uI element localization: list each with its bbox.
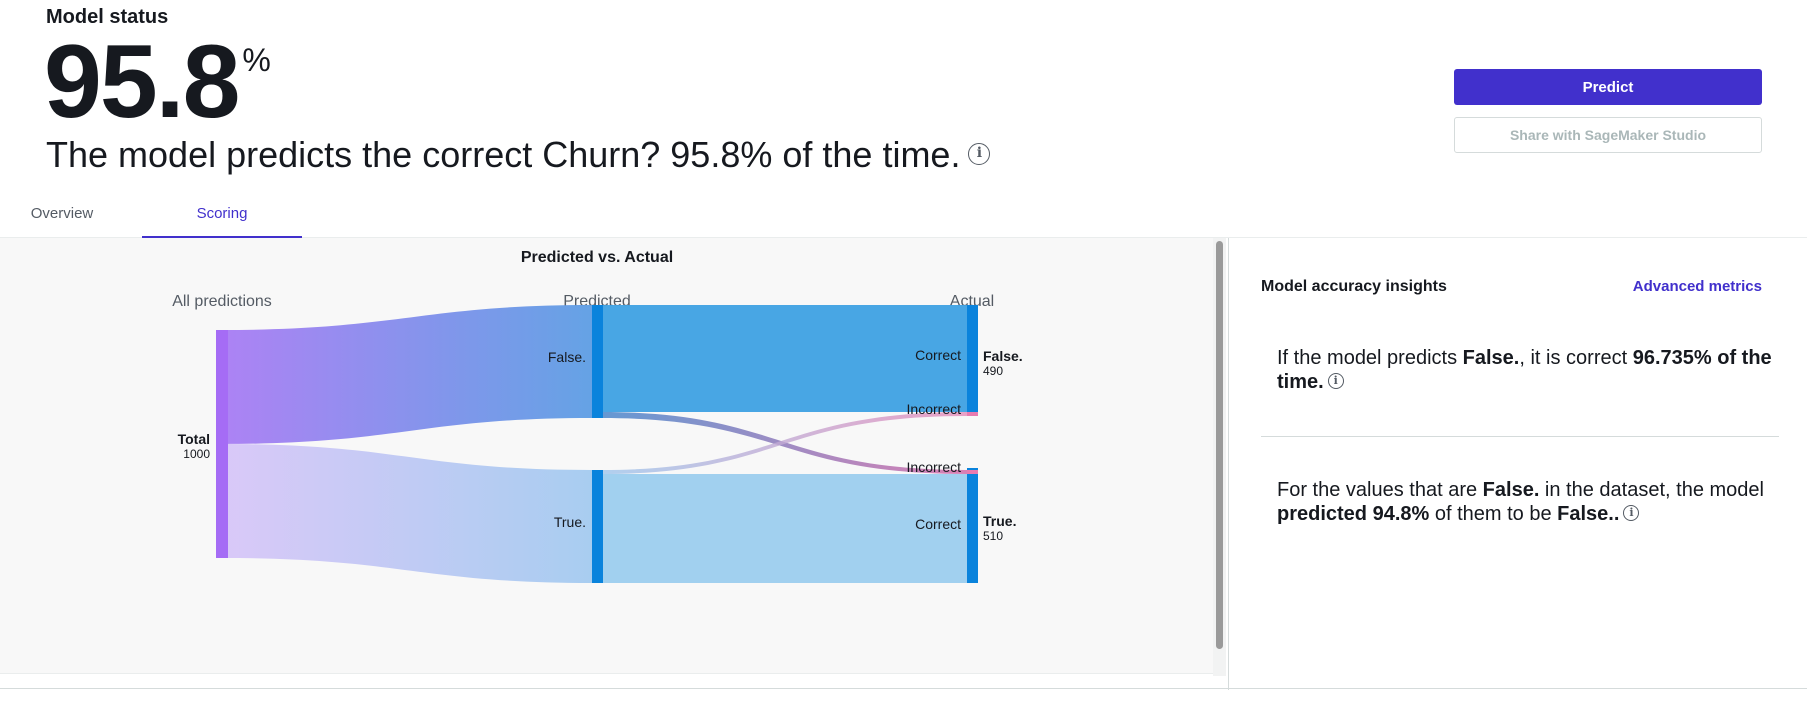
insight2-pre: For the values that are xyxy=(1277,479,1483,501)
advanced-metrics-link[interactable]: Advanced metrics xyxy=(1632,278,1762,295)
sankey-chart: Predicted vs. Actual All predictions Pre… xyxy=(172,249,1023,583)
node-predicted-false[interactable] xyxy=(592,305,603,418)
insight1-pct: 96.735% of the time. xyxy=(1277,347,1772,393)
flow-label-true-correct: Correct xyxy=(915,516,961,532)
incorrect-marker-true xyxy=(967,470,978,474)
flow-label-false-incorrect: Incorrect xyxy=(907,401,962,417)
insight1-mid: , it is correct xyxy=(1519,347,1633,369)
insight1-pre: If the model predicts xyxy=(1277,347,1463,369)
column-label-all: All predictions xyxy=(172,293,272,310)
insight2-value2: False.. xyxy=(1557,503,1620,525)
insight-precision: If the model predicts False., it is corr… xyxy=(1277,346,1777,394)
flow-total-to-false[interactable] xyxy=(222,305,592,444)
incorrect-marker-false xyxy=(967,412,978,416)
tab-scoring[interactable]: Scoring xyxy=(142,196,302,238)
actual-true-label: True. xyxy=(983,513,1016,529)
actual-false-value: 490 xyxy=(983,364,1003,378)
bottom-divider xyxy=(0,688,1807,689)
accuracy-insights-panel: Model accuracy insights Advanced metrics… xyxy=(1228,238,1807,690)
insights-title: Model accuracy insights xyxy=(1261,278,1447,295)
flow-true-correct[interactable] xyxy=(602,474,967,583)
flow-label-true-incorrect: Incorrect xyxy=(907,459,962,475)
flow-label-false-correct: Correct xyxy=(915,347,961,363)
node-total[interactable] xyxy=(216,330,228,558)
flow-true-incorrect[interactable] xyxy=(602,412,967,474)
flow-false-correct[interactable] xyxy=(602,305,967,412)
predicted-false-label: False. xyxy=(548,349,586,365)
insight2-bold: predicted 94.8% xyxy=(1277,503,1430,525)
tab-bar: Overview Scoring xyxy=(0,196,1807,238)
node-actual-true[interactable] xyxy=(967,468,978,583)
actual-false-label: False. xyxy=(983,348,1023,364)
info-icon[interactable]: i xyxy=(968,143,991,166)
info-icon[interactable]: i xyxy=(1623,504,1640,521)
sankey-chart-panel: Predicted vs. Actual All predictions Pre… xyxy=(0,238,1213,674)
accuracy-metric: 95.8% xyxy=(44,30,271,134)
predicted-true-label: True. xyxy=(554,514,586,530)
accuracy-summary: The model predicts the correct Churn? 95… xyxy=(46,134,991,176)
total-value: 1000 xyxy=(183,447,210,461)
flow-total-to-true[interactable] xyxy=(222,444,592,583)
tab-overview[interactable]: Overview xyxy=(30,205,94,222)
insight1-value: False. xyxy=(1462,347,1520,369)
total-label: Total xyxy=(178,431,210,447)
node-predicted-true[interactable] xyxy=(592,470,603,583)
insight2-mid: in the dataset, the model xyxy=(1539,479,1764,501)
insight2-value: False. xyxy=(1482,479,1540,501)
insight2-post: of them to be xyxy=(1429,503,1558,525)
accuracy-value: 95.8 xyxy=(44,24,240,140)
actual-true-value: 510 xyxy=(983,529,1003,543)
predict-button[interactable]: Predict xyxy=(1454,69,1762,105)
chart-title: Predicted vs. Actual xyxy=(521,249,673,266)
insight-recall: For the values that are False. in the da… xyxy=(1277,478,1777,526)
chart-scrollbar-thumb[interactable] xyxy=(1216,241,1223,649)
insights-divider xyxy=(1261,436,1779,437)
share-sagemaker-button[interactable]: Share with SageMaker Studio xyxy=(1454,117,1762,153)
model-status-label: Model status xyxy=(46,6,169,28)
info-icon[interactable]: i xyxy=(1327,372,1344,389)
accuracy-unit: % xyxy=(242,42,271,78)
accuracy-summary-text: The model predicts the correct Churn? 95… xyxy=(46,134,961,175)
node-actual-false[interactable] xyxy=(967,305,978,416)
